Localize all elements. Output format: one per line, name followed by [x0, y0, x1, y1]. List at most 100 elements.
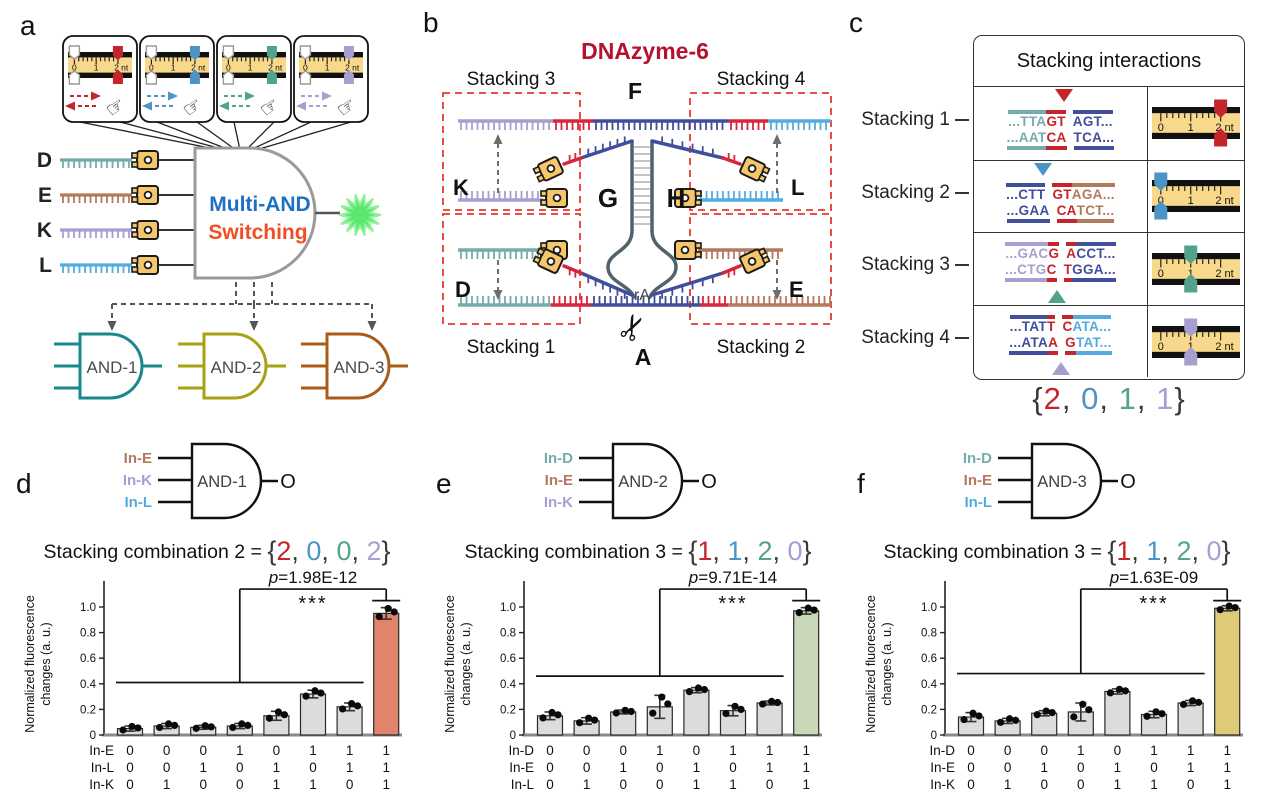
- x-row-value: 0: [619, 743, 627, 758]
- slider-marker-top[interactable]: [112, 46, 123, 61]
- stack-marker-down: [1054, 89, 1073, 102]
- x-row-value: 0: [656, 760, 664, 775]
- svg-text:0: 0: [149, 63, 154, 73]
- input-strand-K: K: [37, 219, 195, 242]
- panel-letter-c: c: [849, 7, 863, 38]
- x-row-value: 1: [693, 760, 701, 775]
- slider-marker-top[interactable]: [266, 46, 277, 61]
- table-row: ...TTA GT AGT... ...AAT CA TCA... 0 1 2 nt: [974, 87, 1244, 160]
- slider-marker-top[interactable]: [1184, 318, 1198, 337]
- empty-marker-bottom: [299, 70, 312, 85]
- x-row-value: 0: [1040, 777, 1048, 792]
- sequence-run: ...TAT: [1009, 314, 1047, 335]
- gate-label: AND-3: [333, 358, 384, 377]
- y-tick-label: 0.4: [921, 679, 938, 691]
- x-row-value: 1: [802, 760, 810, 775]
- bars: [536, 604, 820, 736]
- significance-bracket: *** p=1.63E-09: [957, 569, 1242, 675]
- x-row-value: 1: [1187, 760, 1195, 775]
- x-row-value: 1: [1150, 743, 1158, 758]
- ruler: 0 1 2 nt: [1152, 245, 1240, 293]
- stacking-row-label: Stacking 4: [861, 327, 969, 349]
- slider-marker-bottom[interactable]: [266, 69, 277, 85]
- gate-input-label: In-D: [963, 450, 992, 467]
- data-point: [317, 689, 325, 697]
- and-gate-diagram: In-D In-E In-L AND-3 O: [963, 442, 1136, 520]
- x-row-value: 1: [729, 777, 737, 792]
- slider-marker-top[interactable]: [343, 46, 354, 61]
- slider-marker-bottom[interactable]: [1214, 128, 1228, 147]
- scissors-icon: ✂: [610, 307, 656, 349]
- slider-marker-top[interactable]: [1214, 99, 1228, 119]
- svg-text:2 nt: 2 nt: [191, 63, 206, 73]
- sequence-run: TCA...: [1073, 130, 1115, 151]
- stacking-1-label: Stacking 1: [467, 337, 556, 358]
- stack-marker-up: [1051, 362, 1070, 376]
- x-row-value: 0: [309, 760, 317, 775]
- stacking-row-label: Stacking 2: [861, 182, 969, 204]
- svg-text:1: 1: [1188, 122, 1194, 134]
- key-icon: [532, 156, 564, 183]
- input-label: K: [37, 219, 52, 242]
- and-gate-3: AND-3: [301, 332, 409, 400]
- sequence-run: ATA...: [1072, 314, 1112, 335]
- strand-k-label: K: [453, 175, 469, 200]
- data-point: [1158, 710, 1166, 718]
- x-row-value: 0: [199, 777, 207, 792]
- y-axis-label: Normalized fluorescence changes (a. u.): [23, 595, 53, 733]
- data-point: [384, 604, 392, 613]
- slider-marker-bottom[interactable]: [1154, 201, 1168, 220]
- x-row-value: 1: [619, 760, 627, 775]
- gate-label: AND-1: [197, 473, 247, 491]
- slider-marker-bottom[interactable]: [189, 69, 200, 85]
- slider-marker-bottom[interactable]: [1184, 346, 1198, 366]
- strand-e-label: E: [789, 277, 804, 302]
- slider-marker-top[interactable]: [1184, 245, 1198, 265]
- y-tick-label: 0.6: [80, 653, 96, 665]
- y-tick-label: 0.2: [921, 704, 937, 716]
- switching-label: Switching: [208, 221, 307, 244]
- slider-marker-bottom[interactable]: [343, 69, 354, 85]
- slider-marker-top[interactable]: [189, 46, 200, 61]
- ruler: 0 1 2 nt: [1152, 318, 1240, 366]
- x-row-value: 0: [729, 760, 737, 775]
- gate-output-label: O: [1120, 471, 1136, 493]
- gate-output-label: O: [280, 471, 296, 493]
- input-strand-D: D: [37, 149, 195, 172]
- data-point: [238, 720, 246, 728]
- sequence-run: TCT...: [1076, 203, 1115, 224]
- key-icon: [674, 240, 702, 260]
- key-icon: [739, 247, 771, 274]
- x-row-label: In-K: [930, 777, 955, 792]
- slider-marker-bottom[interactable]: [1184, 273, 1198, 293]
- sequence-line: ...GAA CA TCT...: [1006, 203, 1115, 224]
- data-point: [539, 714, 547, 722]
- x-row-value: 1: [236, 743, 244, 758]
- sequence-run: ...ATA: [1009, 335, 1049, 355]
- slider-marker-top[interactable]: [1154, 172, 1168, 192]
- empty-marker-top: [299, 45, 312, 60]
- key-icon: [131, 185, 159, 205]
- gate-label: AND-1: [86, 358, 137, 377]
- cleavage-site-ra-label: rA: [634, 287, 650, 304]
- data-point: [1048, 709, 1056, 717]
- sequence-run: ...AAT: [1006, 130, 1047, 151]
- data-point: [1195, 698, 1203, 706]
- x-row-value: 1: [273, 777, 281, 792]
- bar: [373, 612, 400, 736]
- panel-letter-f: f: [857, 468, 865, 499]
- data-point: [1216, 606, 1224, 614]
- gate-label: AND-2: [210, 358, 261, 377]
- data-point: [311, 687, 319, 695]
- gate-label: AND-3: [1037, 473, 1087, 491]
- x-row-label: In-K: [89, 777, 114, 792]
- slider-marker-bottom[interactable]: [112, 69, 123, 85]
- x-row-value: 0: [1040, 743, 1048, 758]
